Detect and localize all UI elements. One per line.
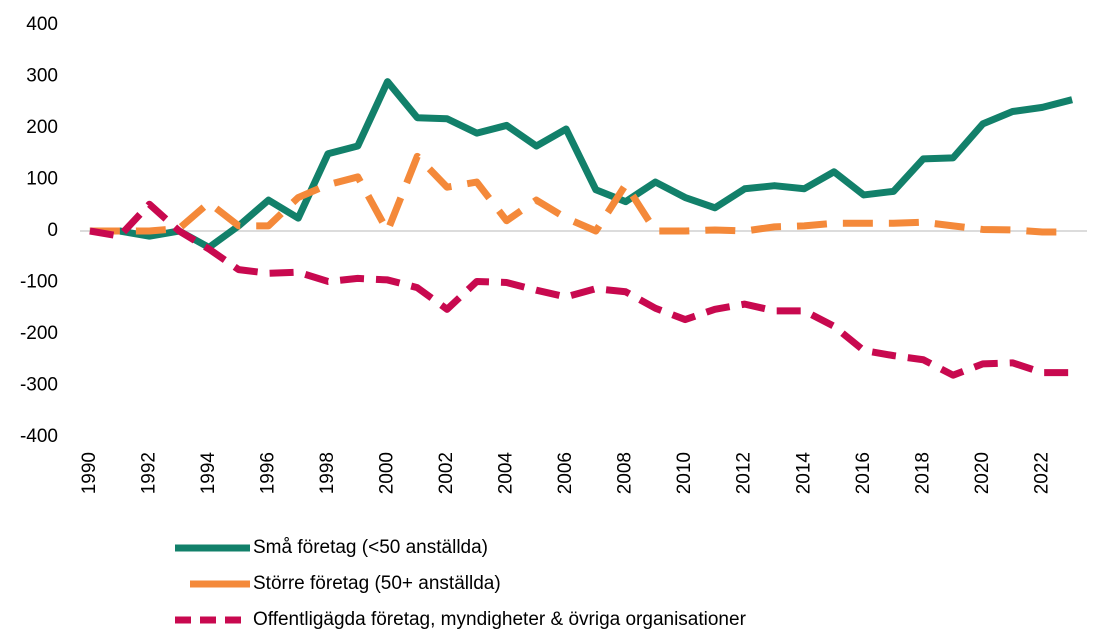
series-line (89, 78, 1073, 251)
x-tick-label: 2016 (853, 452, 874, 494)
y-tick-label: -200 (20, 323, 58, 344)
legend-label: Offentligägda företag, myndigheter & övr… (253, 609, 747, 630)
x-tick-label: 2018 (912, 452, 933, 494)
x-tick-label: 2002 (436, 452, 457, 494)
x-tick-label: 1998 (317, 452, 338, 494)
x-tick-label: 2014 (793, 452, 814, 495)
series-line (89, 152, 1073, 236)
x-tick-label: 2004 (496, 452, 517, 495)
x-tick-label: 2008 (615, 452, 636, 494)
x-tick-label: 1994 (198, 452, 219, 495)
y-tick-label: 200 (26, 117, 58, 138)
x-tick-label: 2020 (972, 452, 993, 494)
y-tick-label: -100 (20, 272, 58, 293)
y-tick-label: -400 (20, 426, 58, 447)
x-tick-label: 1992 (138, 452, 159, 494)
y-tick-label: 400 (26, 14, 58, 35)
y-tick-label: 100 (26, 169, 58, 190)
legend-label: Större företag (50+ anställda) (253, 573, 501, 594)
x-tick-label: 2010 (674, 452, 695, 494)
series-line (89, 200, 1073, 379)
x-tick-label: 1990 (79, 452, 100, 494)
x-tick-label: 2000 (377, 452, 398, 494)
x-tick-label: 2022 (1031, 452, 1052, 494)
x-tick-label: 1996 (257, 452, 278, 494)
x-tick-label: 2012 (734, 452, 755, 494)
y-tick-label: -300 (20, 375, 58, 396)
y-tick-label: 0 (47, 220, 58, 241)
legend-label: Små företag (<50 anställda) (253, 537, 488, 558)
y-tick-label: 300 (26, 66, 58, 87)
x-tick-label: 2006 (555, 452, 576, 494)
